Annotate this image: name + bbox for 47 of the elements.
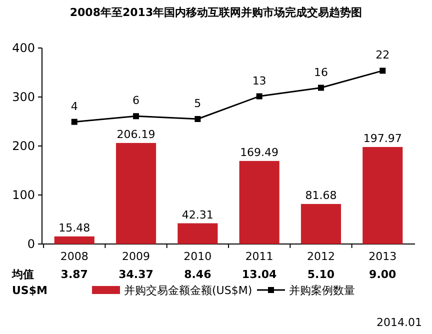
x-tick-label: 2009 (122, 250, 150, 263)
x-tick-label: 2011 (245, 250, 274, 263)
x-tick-label: 2010 (184, 250, 212, 263)
text: US$M (12, 284, 48, 297)
x-tick-label: 2013 (368, 250, 397, 263)
y-tick-label: 300 (12, 90, 35, 104)
bar (178, 223, 218, 244)
text: 13.04 (242, 268, 278, 281)
text: 3.87 (60, 268, 88, 281)
text: 8.46 (184, 268, 212, 281)
x-tick-label: 2012 (306, 250, 335, 263)
point (71, 118, 78, 125)
legend-label: 并购交易金额金额(US$M) (124, 284, 252, 297)
x-tick-label: 2008 (60, 250, 88, 263)
text: 9.00 (369, 268, 397, 281)
data-label: 22 (376, 48, 390, 62)
legend-label: 并购案例数量 (289, 284, 355, 297)
text: 均值 (11, 268, 34, 281)
data-label: 4 (70, 100, 78, 113)
data-label: 197.97 (363, 132, 402, 145)
bar (239, 160, 280, 244)
data-label: 42.31 (182, 208, 214, 222)
text: 34.37 (118, 268, 154, 281)
y-tick-label: 0 (27, 237, 35, 252)
data-label: 13 (252, 74, 266, 88)
bar (116, 142, 156, 244)
data-label: 169.49 (240, 146, 279, 159)
data-label: 206.19 (116, 128, 156, 141)
point (133, 113, 140, 120)
data-label: 5 (194, 97, 202, 110)
data-label: 6 (132, 94, 140, 108)
data-label: 15.48 (58, 221, 90, 234)
bar (300, 204, 342, 244)
chart-title: 2008年至2013年国内移动互联网并购市场完成交易趋势图 (70, 6, 362, 19)
text: 5.10 (307, 268, 335, 281)
point (380, 68, 386, 74)
y-tick-label: 100 (12, 188, 35, 202)
point (318, 84, 324, 91)
point (256, 93, 262, 100)
bar (54, 236, 94, 244)
y-tick-label: 200 (12, 139, 35, 154)
y-tick-label: 400 (12, 41, 35, 56)
data-label: 81.68 (305, 188, 337, 202)
data-label: 16 (314, 66, 328, 79)
bar (362, 146, 403, 244)
text: 2014.01 (376, 316, 422, 329)
point (194, 116, 201, 122)
